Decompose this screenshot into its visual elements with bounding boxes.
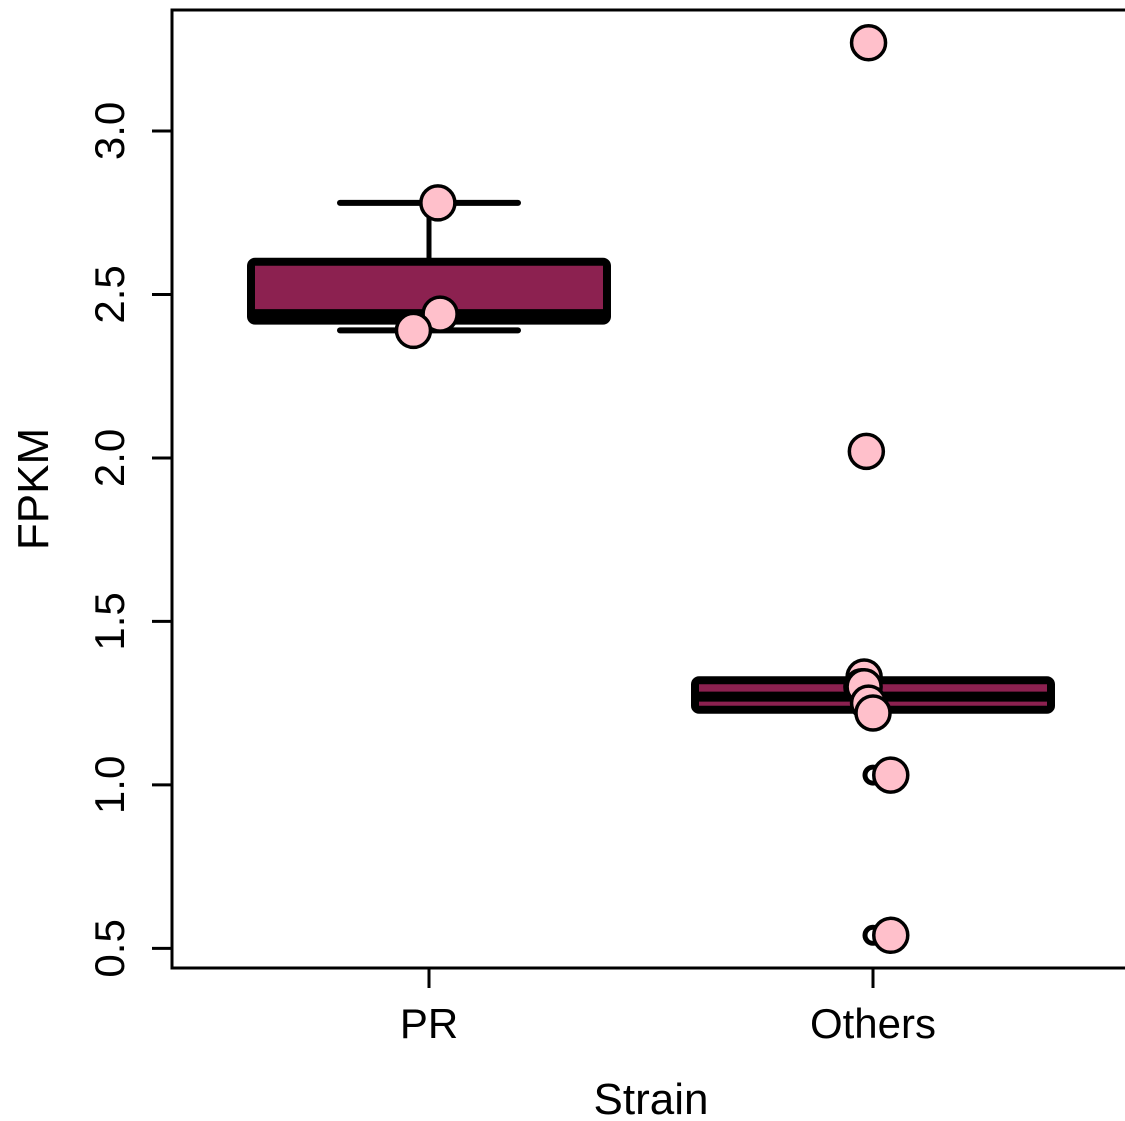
y-axis-title: FPKM: [9, 428, 58, 550]
x-tick-label: PR: [400, 1000, 458, 1047]
x-axis-title: Strain: [594, 1075, 709, 1121]
data-point: [872, 916, 910, 955]
y-tick-label: 2.5: [86, 265, 133, 323]
data-point: [847, 432, 886, 471]
y-tick-label: 3.0: [86, 102, 133, 160]
x-tick-label: Others: [810, 1000, 936, 1047]
data-point: [872, 756, 910, 794]
x-axis: PR Others: [400, 968, 936, 1047]
y-tick-label: 0.5: [86, 919, 133, 977]
boxes: [247, 199, 1055, 946]
plot-frame: [170, 8, 1125, 970]
y-tick-label: 1.5: [86, 592, 133, 650]
y-tick-label: 1.0: [86, 756, 133, 814]
y-axis: 0.5 1.0 1.5 2.0 2.5 3.0: [86, 102, 172, 978]
data-point: [421, 295, 459, 333]
data-point: [849, 23, 888, 62]
y-tick-label: 2.0: [86, 429, 133, 487]
data-points: [394, 23, 910, 955]
data-point: [394, 311, 433, 350]
data-point: [419, 184, 457, 222]
data-point: [854, 694, 892, 732]
